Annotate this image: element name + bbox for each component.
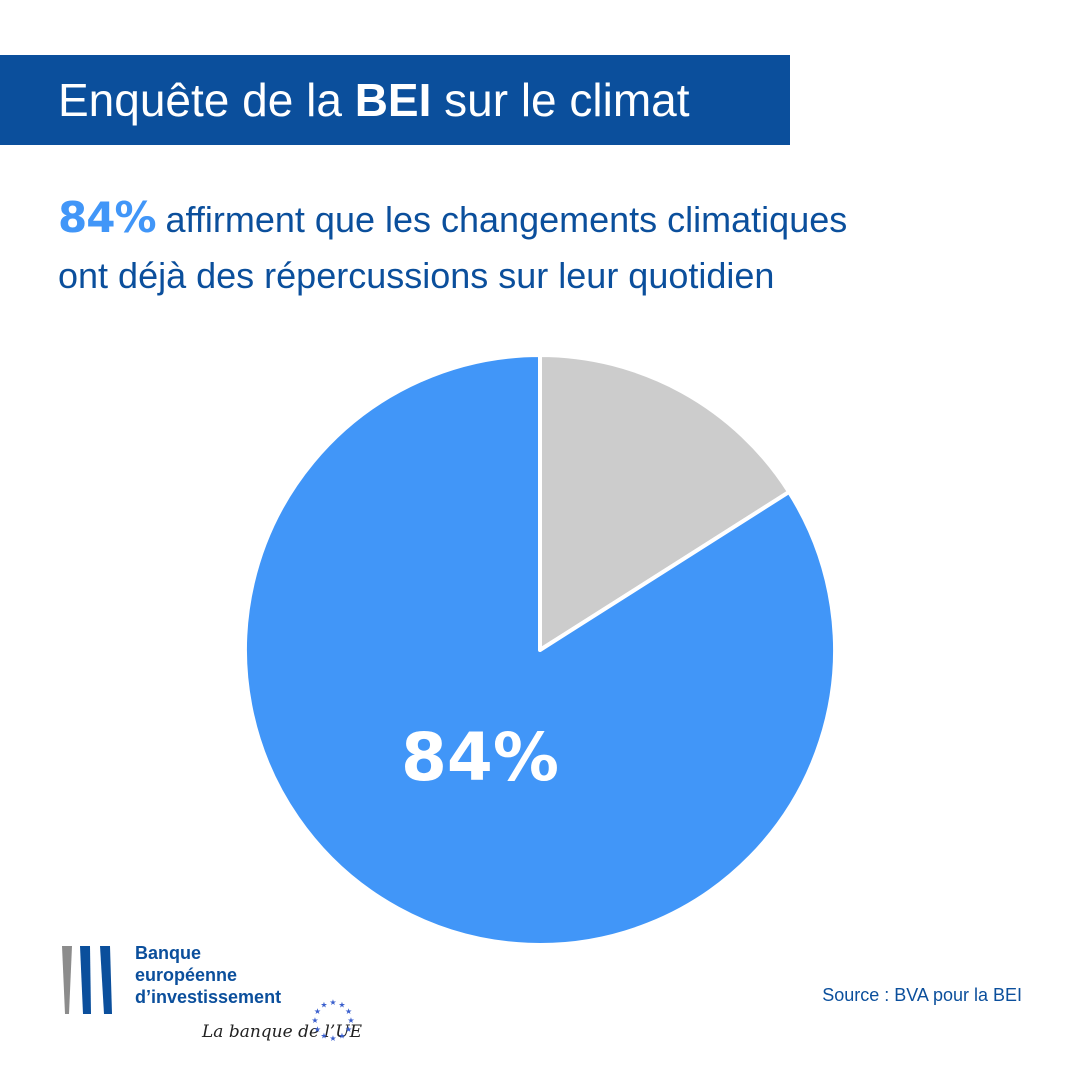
logo-line-1: Banque — [135, 943, 202, 963]
pie-slice-main — [243, 353, 837, 947]
title-text-bold: BEI — [354, 74, 432, 126]
logo-line-3: d’investissement — [135, 987, 282, 1007]
headline: 84% affirment que les changements climat… — [58, 190, 1018, 304]
logo-tagline: La banque de l’UE — [202, 1022, 363, 1042]
eu-star-icon: ★ — [311, 1016, 318, 1025]
eu-star-icon: ★ — [314, 1007, 321, 1016]
source-note: Source : BVA pour la BEI — [822, 985, 1022, 1005]
eib-logo-bars-icon — [62, 946, 112, 1014]
pie-slice-rest — [538, 353, 792, 652]
headline-line-1: 84% affirment que les changements climat… — [58, 190, 1018, 248]
logo-line-2: européenne — [135, 965, 238, 985]
eu-star-icon: ★ — [329, 998, 336, 1007]
eu-star-icon: ★ — [314, 1025, 321, 1034]
headline-line-2: ont déjà des répercussions sur leur quot… — [58, 255, 775, 296]
eu-star-icon: ★ — [320, 1000, 327, 1009]
eu-star-icon: ★ — [345, 1025, 352, 1034]
headline-highlight-percent: 84% — [58, 193, 157, 242]
title-text-end: sur le climat — [431, 74, 690, 126]
eib-logo: Banque européenne d’investissement La ba… — [60, 940, 380, 1060]
eib-logo-text: Banque européenne d’investissement — [135, 942, 281, 1008]
eu-star-icon: ★ — [320, 1032, 327, 1041]
eu-star-icon: ★ — [345, 1007, 352, 1016]
eu-star-icon: ★ — [347, 1016, 354, 1025]
eu-star-icon: ★ — [338, 1000, 345, 1009]
title-banner: Enquête de la BEI sur le climat — [0, 55, 790, 145]
eu-star-icon: ★ — [329, 1034, 336, 1042]
title-text-start: Enquête de la — [58, 74, 355, 126]
pie-slice-main-label: 84% — [401, 719, 559, 796]
headline-line-1-text: affirment que les changements climatique… — [155, 199, 848, 240]
eu-star-icon: ★ — [338, 1032, 345, 1041]
eu-stars-icon: ★★★★★★★★★ ★ ★★ — [311, 998, 354, 1042]
